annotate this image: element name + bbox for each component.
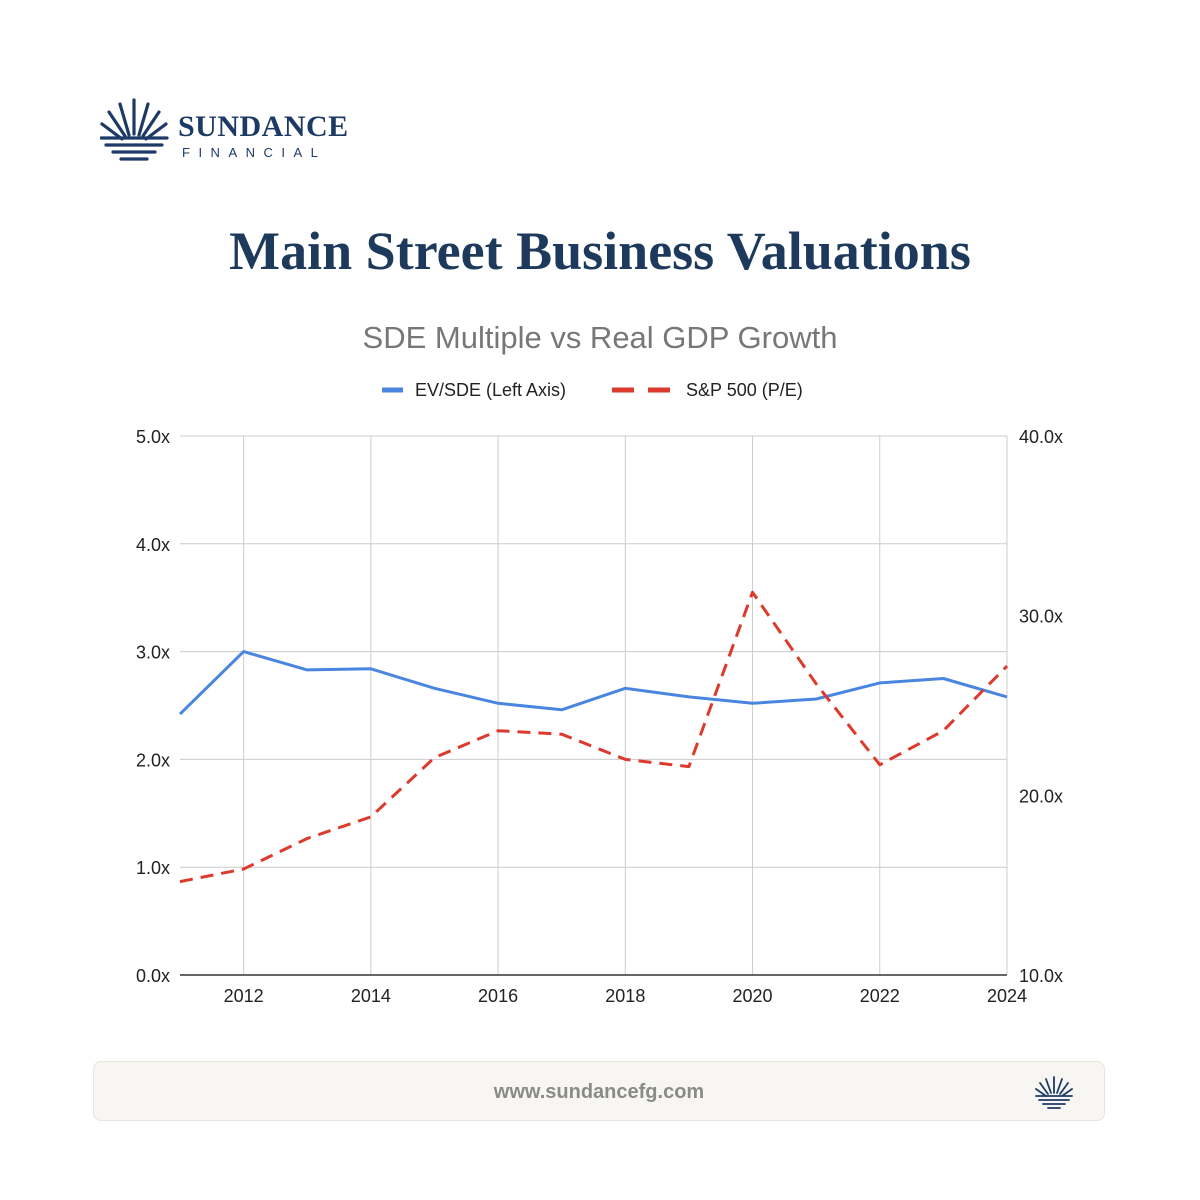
website-link[interactable]: www.sundancefg.com [493,1081,705,1103]
x-tick-label: 2012 [224,986,264,1006]
x-tick-label: 2018 [605,986,645,1006]
y-left-tick-label: 3.0x [136,643,170,663]
footer-bar: www.sundancefg.com [93,1061,1105,1121]
chart-series [178,590,1009,884]
x-tick-label: 2022 [860,986,900,1006]
y-left-tick-label: 0.0x [136,966,170,986]
chart-legend: EV/SDE (Left Axis) S&P 500 (P/E) [382,380,803,400]
brand-name: SUNDANCE [178,110,349,143]
x-tick-label: 2016 [478,986,518,1006]
y-right-tick-label: 30.0x [1019,607,1063,627]
brand-subname: FINANCIAL [182,145,327,160]
sundance-logo: SUNDANCE FINANCIAL [99,94,370,166]
chart-title: SDE Multiple vs Real GDP Growth [363,320,838,355]
y-right-tick-label: 40.0x [1019,427,1063,447]
y-left-tick-label: 1.0x [136,858,170,878]
sp500-pe-line [179,590,1009,884]
page-title: Main Street Business Valuations [229,221,971,281]
sun-icon [1035,1076,1073,1109]
y-left-tick-label: 2.0x [136,750,170,770]
sun-logo-icon [99,98,169,161]
line-chart: SDE Multiple vs Real GDP Growth EV/SDE (… [136,320,1063,1006]
ev-sde-line [178,650,1008,716]
chart-grid [180,435,1008,975]
y-right-tick-label: 20.0x [1019,786,1063,806]
legend-label: EV/SDE (Left Axis) [415,380,566,400]
x-tick-label: 2014 [351,986,391,1006]
x-tick-label: 2020 [733,986,773,1006]
legend-label: S&P 500 (P/E) [686,380,803,400]
y-right-tick-label: 10.0x [1019,966,1063,986]
y-left-tick-label: 5.0x [136,427,170,447]
y-left-tick-label: 4.0x [136,535,170,555]
x-tick-label: 2024 [987,986,1027,1006]
chart-axes: 0.0x 1.0x 2.0x 3.0x 4.0x 5.0x 10.0x 20.0x 30.0x 4… [136,427,1063,1006]
